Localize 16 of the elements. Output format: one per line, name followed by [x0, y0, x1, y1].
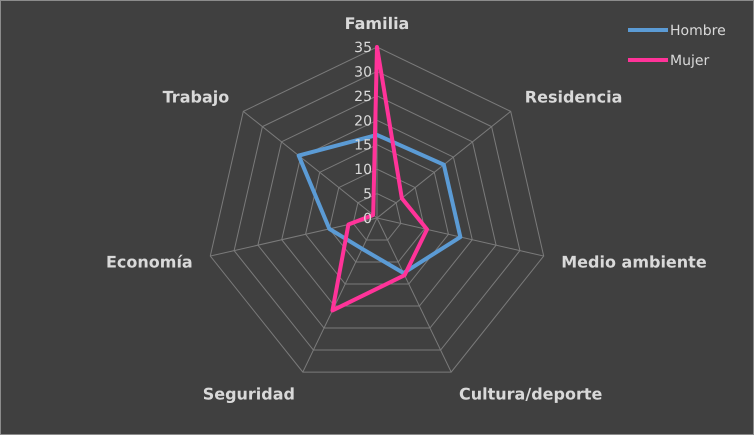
- spoke-label: Economía: [106, 252, 193, 272]
- spoke-label: Seguridad: [202, 384, 295, 404]
- y-tick-label: 15: [354, 138, 372, 154]
- spoke-label: Medio ambiente: [561, 252, 707, 272]
- y-tick-label: 20: [354, 113, 372, 130]
- y-tick-label: 5: [363, 186, 372, 203]
- spoke-label: Trabajo: [162, 87, 230, 106]
- spoke-label: Cultura/deporte: [459, 384, 602, 404]
- legend-label: Hombre: [670, 23, 726, 39]
- spoke-label: Residencia: [524, 87, 622, 106]
- legend-label: Mujer: [670, 53, 710, 69]
- y-tick-label: 35: [354, 40, 372, 56]
- y-tick-label: 25: [354, 88, 372, 105]
- y-tick-label: 30: [354, 64, 372, 80]
- spoke-label: Familia: [344, 14, 410, 33]
- y-tick-label: 10: [354, 162, 372, 178]
